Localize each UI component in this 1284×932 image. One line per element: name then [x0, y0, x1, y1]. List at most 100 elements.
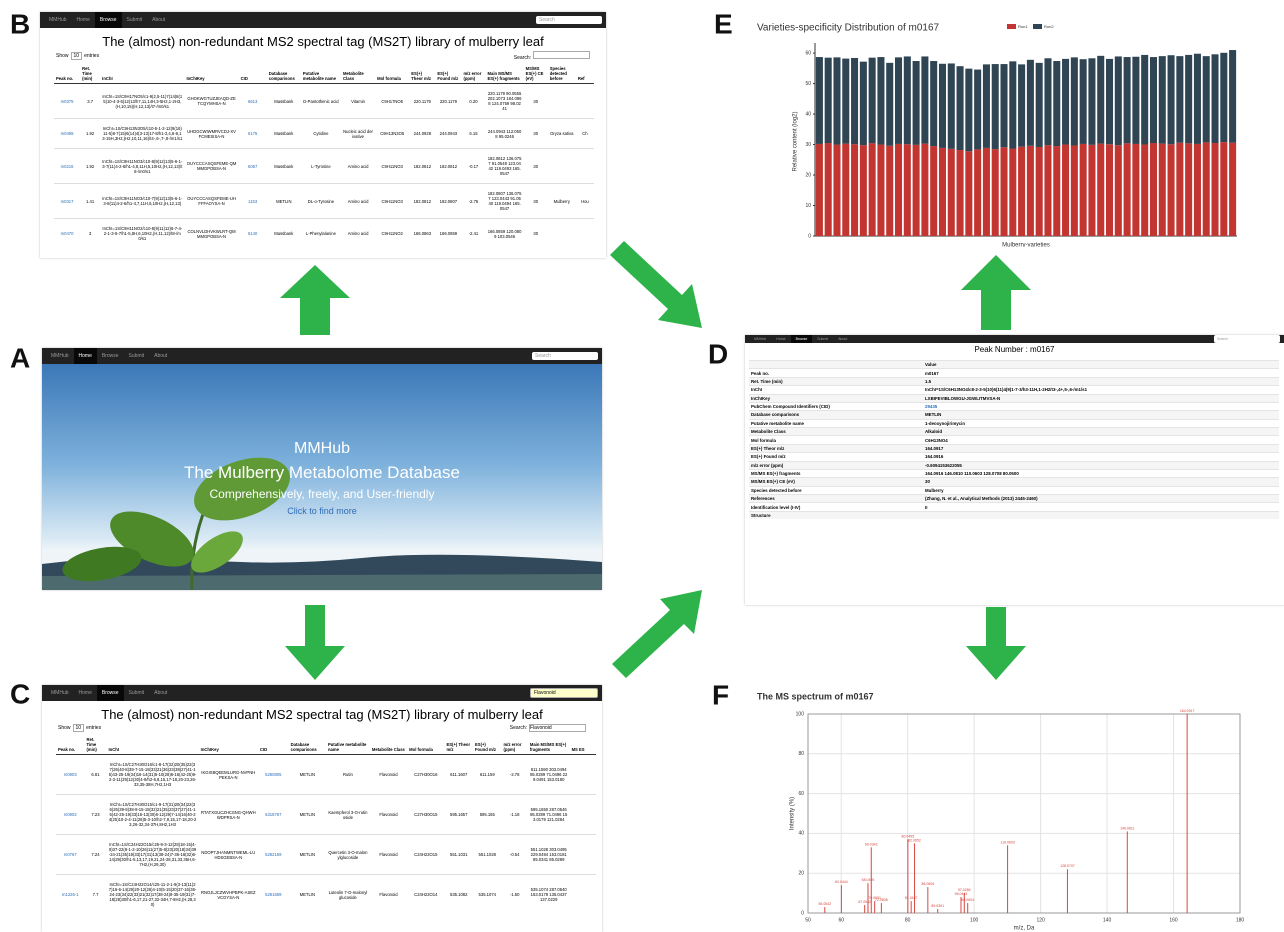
column-header[interactable]: MS ES [570, 735, 596, 755]
table-cell: Amino acid [341, 184, 375, 219]
table-cell[interactable]: m1226-1 [56, 875, 85, 915]
nav-item[interactable]: Browse [791, 335, 813, 343]
value-header: Value [923, 361, 1279, 369]
table-cell[interactable]: 6057 [239, 149, 267, 184]
bar-segment [1036, 63, 1043, 147]
column-header[interactable]: Putative metabolite name [301, 64, 341, 84]
table-cell[interactable]: 5281669 [258, 875, 289, 915]
column-header[interactable]: Peak no. [56, 735, 85, 755]
detail-key: MS/MS ES(+) fragments [749, 469, 923, 477]
nav-item[interactable]: Browse [97, 685, 124, 701]
search-box[interactable]: Search [1214, 335, 1280, 343]
table-cell: METLIN [289, 875, 326, 915]
column-header[interactable]: InChIKey [199, 735, 258, 755]
column-header[interactable]: Species detected before [548, 64, 576, 84]
table-cell: 182.0812 136.0757 91.0548 123.0442 119.0… [486, 149, 524, 184]
column-header[interactable]: Database comparisons [267, 64, 301, 84]
column-header[interactable]: Metabolite Class [370, 735, 407, 755]
bar-segment [1080, 144, 1087, 236]
table-cell[interactable]: 5318767 [258, 795, 289, 835]
bar-segment [921, 56, 928, 143]
column-header[interactable]: Main MS/MS ES(+) fragments [486, 64, 524, 84]
column-header[interactable]: ES(+) Theor m/z [444, 735, 473, 755]
table-cell[interactable]: m0375 [54, 84, 80, 119]
peak-label: 164.0917 [1180, 709, 1195, 713]
column-header[interactable]: ES(+) Found m/z [435, 64, 461, 84]
x-tick-label: 60 [838, 917, 844, 923]
table-cell[interactable]: m0317 [54, 184, 80, 219]
page-size[interactable]: 10 [73, 724, 85, 732]
column-header[interactable]: ES(+) Found m/z [473, 735, 502, 755]
nav-item[interactable]: Home [74, 685, 97, 701]
column-header[interactable]: Metabolite Class [341, 64, 375, 84]
nav-item[interactable]: Browse [95, 12, 122, 28]
column-header[interactable]: InChI [100, 64, 184, 84]
column-header[interactable]: Ref [576, 64, 594, 84]
brand[interactable]: MMHub [44, 12, 72, 28]
column-header[interactable]: ES(+) Theor m/z [409, 64, 435, 84]
table-cell[interactable]: m0903 [56, 755, 85, 795]
nav-item[interactable]: About [833, 335, 852, 343]
table-cell[interactable]: 5280805 [258, 755, 289, 795]
column-header[interactable]: InChIKey [184, 64, 238, 84]
nav-item[interactable]: Home [74, 348, 97, 364]
table-cell[interactable]: 1153 [239, 184, 267, 219]
search-box[interactable]: Search [532, 352, 598, 360]
brand[interactable]: MMHub [46, 685, 74, 701]
nav-item[interactable]: Submit [124, 685, 150, 701]
nav-item[interactable]: Submit [122, 12, 148, 28]
column-header[interactable]: Mol formula [375, 64, 409, 84]
column-header[interactable]: m/z error (ppm) [461, 64, 485, 84]
column-header[interactable]: Putative metabolite name [326, 735, 370, 755]
search-input[interactable] [533, 51, 590, 59]
x-tick-label: 50 [805, 917, 811, 923]
nav-item[interactable]: Home [771, 335, 790, 343]
nav-item[interactable]: Home [72, 12, 95, 28]
hero-link[interactable]: Click to find more [42, 506, 602, 516]
bar-segment [833, 57, 840, 144]
nav-item[interactable]: Submit [812, 335, 833, 343]
search-box[interactable]: Flavonoid [530, 688, 598, 698]
table-cell[interactable]: m0767 [56, 835, 85, 875]
search-input[interactable]: Flavonoid [529, 724, 586, 732]
nav-item[interactable]: About [149, 348, 172, 364]
column-header[interactable]: CID [239, 64, 267, 84]
bar-segment [1106, 144, 1113, 236]
table-cell[interactable]: 6613 [239, 84, 267, 119]
detail-key: InChIKey [749, 394, 923, 402]
nav-item[interactable]: Browse [97, 348, 124, 364]
column-header[interactable]: CID [258, 735, 289, 755]
column-header[interactable]: Main MS/MS ES(+) fragments [528, 735, 570, 755]
table-cell[interactable]: 6175 [239, 119, 267, 149]
column-header[interactable]: Ret. Time (min) [85, 735, 107, 755]
brand[interactable]: MMHub [749, 335, 771, 343]
nav-item[interactable]: Submit [124, 348, 150, 364]
column-header[interactable]: InChI [106, 735, 198, 755]
bar-segment [1018, 64, 1025, 146]
table-cell[interactable]: m0902 [56, 795, 85, 835]
column-header[interactable]: Database comparisons [289, 735, 326, 755]
column-header[interactable]: MS/MS ES(+) CE (eV) [524, 64, 548, 84]
column-header[interactable]: Peak no. [54, 64, 80, 84]
nav-item[interactable]: About [147, 12, 170, 28]
detail-value[interactable]: 29435 [923, 402, 1279, 410]
bar-segment [930, 61, 937, 146]
detail-row: Metabolite ClassAlkaloid [749, 428, 1279, 436]
nav-item[interactable]: About [149, 685, 172, 701]
peak-label: 128.0707 [1060, 864, 1075, 868]
search-box[interactable]: Search [536, 16, 602, 24]
column-header[interactable]: Mol formula [407, 735, 444, 755]
bar-segment [1132, 57, 1139, 144]
table-cell: 535.1074 287.0540 153.0178 135.0437 137.… [528, 875, 570, 915]
table-cell[interactable]: m0499 [54, 119, 80, 149]
brand[interactable]: MMHub [46, 348, 74, 364]
detail-row: ES(+) Theor m/z164.0917 [749, 444, 1279, 452]
page-size[interactable]: 10 [71, 52, 83, 60]
table-cell[interactable]: 6140 [239, 219, 267, 249]
column-header[interactable]: m/z error (ppm) [502, 735, 528, 755]
column-header[interactable]: Ret. Time (min) [80, 64, 100, 84]
table-cell[interactable]: 5282159 [258, 835, 289, 875]
table-cell[interactable]: m0216 [54, 149, 80, 184]
table-cell[interactable]: m0470 [54, 219, 80, 249]
